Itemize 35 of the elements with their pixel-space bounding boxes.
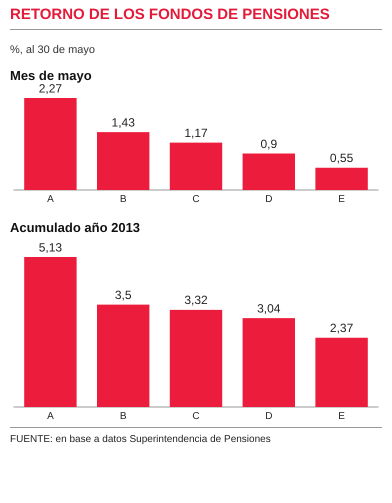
data-label: 0,9 xyxy=(260,136,278,151)
bar xyxy=(170,310,222,407)
x-tick-label: E xyxy=(338,410,346,422)
data-label: 1,17 xyxy=(184,126,208,140)
x-tick-label: C xyxy=(192,194,200,205)
x-tick-label: B xyxy=(120,410,127,422)
chart-title: Mes de mayo xyxy=(10,68,93,83)
chart-title: Acumulado año 2013 xyxy=(10,220,142,235)
x-tick-label: A xyxy=(47,410,54,422)
x-tick-label: A xyxy=(47,194,54,205)
data-label: 3,32 xyxy=(184,293,208,308)
data-label: 2,37 xyxy=(330,321,354,336)
data-label: 3,5 xyxy=(114,288,132,302)
x-tick-label: D xyxy=(265,410,272,422)
x-tick-label: B xyxy=(120,194,127,205)
bar xyxy=(315,168,368,190)
bar xyxy=(96,132,150,190)
bar xyxy=(24,98,77,190)
bar xyxy=(96,304,150,407)
x-tick-label: E xyxy=(338,194,346,205)
data-label: 1,43 xyxy=(112,115,136,130)
bar xyxy=(315,338,368,407)
bar xyxy=(242,154,296,190)
bar xyxy=(24,257,77,407)
text: RETORNO DE LOS FONDOS DE PENSIONES xyxy=(10,0,382,30)
x-tick-label: D xyxy=(265,194,272,205)
data-label: 2,27 xyxy=(38,81,62,96)
source-note: FUENTE: en base a datos Superintendencia de Pensiones xyxy=(10,427,382,445)
data-label: 0,55 xyxy=(330,151,354,166)
x-tick-label: C xyxy=(192,410,200,422)
text: %, al 30 de mayo xyxy=(10,44,96,56)
data-label: 5,13 xyxy=(38,240,62,254)
data-label: 3,04 xyxy=(257,301,281,316)
bar xyxy=(242,318,296,407)
bar xyxy=(170,142,222,190)
